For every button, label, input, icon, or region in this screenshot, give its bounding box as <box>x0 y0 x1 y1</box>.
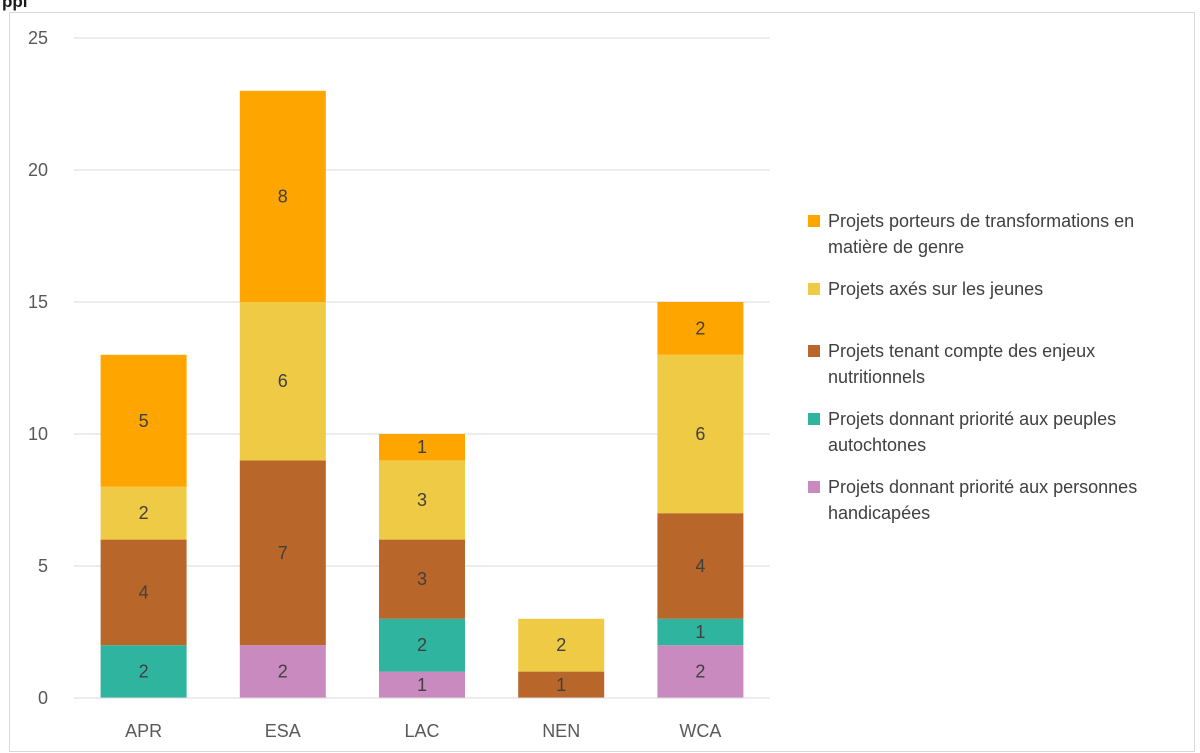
legend-label-youth: Projets axés sur les jeunes <box>828 279 1044 299</box>
chart-title-fragment: ppl <box>2 0 28 11</box>
x-tick-label: NEN <box>542 721 580 741</box>
bar-segment <box>100 486 187 540</box>
legend-item-nutrition: Projets tenant compte des enjeux nutriti… <box>808 338 1188 390</box>
bar-segment <box>100 645 187 698</box>
data-label: 3 <box>417 569 427 589</box>
legend-item-indigenous: Projets donnant priorité aux peuples aut… <box>808 406 1188 458</box>
data-label: 2 <box>695 318 705 338</box>
legend-item-disability: Projets donnant priorité aux personnes h… <box>808 474 1188 526</box>
data-label: 2 <box>139 662 149 682</box>
y-tick-label: 20 <box>28 160 48 180</box>
data-label: 8 <box>278 186 288 206</box>
legend-swatch-disability <box>808 481 820 493</box>
bar-segment <box>379 671 465 698</box>
data-label: 2 <box>278 662 288 682</box>
data-label: 1 <box>417 437 427 457</box>
legend-label-nutrition: Projets tenant compte des enjeux nutriti… <box>828 341 1096 387</box>
legend-item-youth: Projets axés sur les jeunes <box>808 276 1188 302</box>
bar-segment <box>379 434 465 461</box>
data-label: 4 <box>695 556 705 576</box>
bar-segment <box>657 302 744 355</box>
legend-label-gender: Projets porteurs de transformations en m… <box>828 211 1135 257</box>
y-tick-label: 15 <box>28 292 48 312</box>
y-tick-label: 0 <box>38 688 48 708</box>
bar-segment <box>657 645 744 698</box>
data-label: 1 <box>417 675 427 695</box>
bar-segment <box>379 460 465 540</box>
bars <box>100 90 744 698</box>
bar-segment <box>239 302 326 461</box>
data-label: 6 <box>695 424 705 444</box>
bar-segment <box>379 618 465 672</box>
bar-segment <box>518 671 605 698</box>
bar-segment <box>239 645 326 698</box>
x-tick-label: WCA <box>679 721 721 741</box>
bar-segment <box>100 539 187 646</box>
bar-segment <box>657 513 744 619</box>
data-label: 3 <box>417 490 427 510</box>
legend-swatch-nutrition <box>808 345 820 357</box>
x-tick-label: ESA <box>265 721 301 741</box>
y-tick-label: 10 <box>28 424 48 444</box>
data-label: 5 <box>139 411 149 431</box>
bar-segment <box>239 460 326 646</box>
legend-swatch-indigenous <box>808 413 820 425</box>
legend-item-gender: Projets porteurs de transformations en m… <box>808 208 1188 260</box>
data-label: 4 <box>139 582 149 602</box>
x-tick-label: LAC <box>404 721 439 741</box>
bar-segment <box>657 618 744 646</box>
y-tick-label: 5 <box>38 556 48 576</box>
bar-segment <box>100 354 187 487</box>
chart-legend: Projets porteurs de transformations en m… <box>808 208 1188 526</box>
bar-segment <box>518 618 605 672</box>
data-labels: 2 4 2 5 2 7 6 8 1 2 3 3 1 1 2 2 1 4 6 2 <box>139 186 706 694</box>
data-label: 1 <box>695 622 705 642</box>
data-label: 6 <box>278 371 288 391</box>
legend-label-indigenous: Projets donnant priorité aux peuples aut… <box>828 409 1117 455</box>
x-tick-label: APR <box>125 721 162 741</box>
data-label: 2 <box>556 635 566 655</box>
bar-segment <box>239 90 326 302</box>
data-label: 7 <box>278 543 288 563</box>
data-label: 2 <box>417 635 427 655</box>
legend-label-disability: Projets donnant priorité aux personnes h… <box>828 477 1138 523</box>
y-tick-label: 25 <box>28 28 48 48</box>
data-label: 1 <box>556 675 566 695</box>
bar-segment <box>379 539 465 619</box>
data-label: 2 <box>139 503 149 523</box>
data-label: 2 <box>695 662 705 682</box>
legend-swatch-youth <box>808 283 820 295</box>
bar-segment <box>657 354 744 514</box>
legend-swatch-gender <box>808 215 820 227</box>
